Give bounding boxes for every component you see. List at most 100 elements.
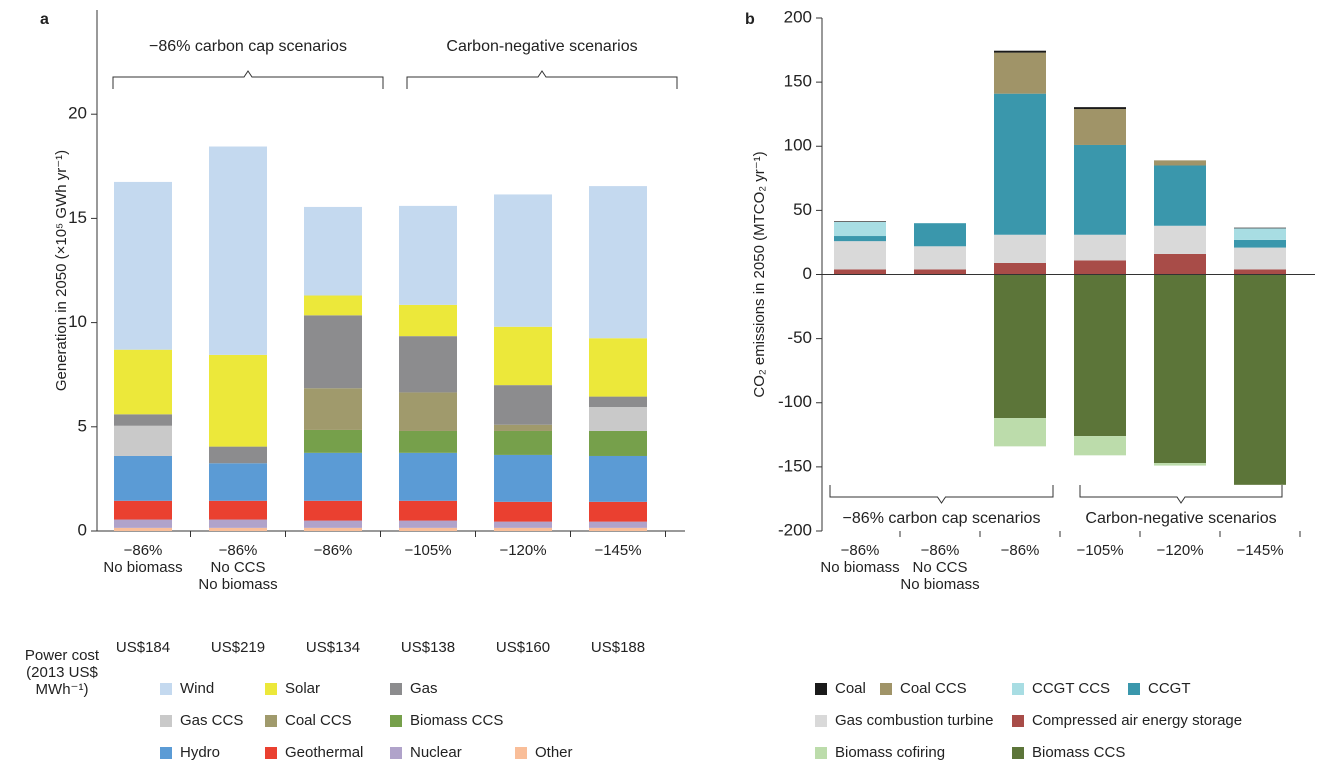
power-cost: US$160 [496,639,550,656]
legend-label: Other [535,744,573,761]
bar-segment [1074,109,1126,145]
bar-segment [399,500,457,521]
bar-segment [994,262,1046,275]
x-tick-label: −105% [1076,542,1123,559]
bar-segment [304,315,362,389]
bar-segment [114,181,172,350]
bar-segment [114,500,172,520]
bar-segment [304,429,362,453]
bar-segment [589,338,647,397]
bracket [112,70,384,89]
bar-segment [1074,436,1126,456]
x-tick-label: −145% [1236,542,1283,559]
bar-segment [914,223,966,247]
bar-segment [494,194,552,327]
bar-segment [589,527,647,531]
power-cost-label: Power cost (2013 US$ MWh⁻¹) [25,647,100,698]
legend-label: Biomass CCS [1032,744,1125,761]
power-cost: US$138 [401,639,455,656]
legend-label: Coal CCS [285,712,352,729]
annotation: Carbon-negative scenarios [446,38,637,55]
y-axis-label: CO₂ emissions in 2050 (MTCO₂ yr⁻¹) [751,151,768,397]
legend-label: Solar [285,680,320,697]
annotation: −86% carbon cap scenarios [149,38,347,55]
x-tick-label: −145% [594,542,641,559]
bar-segment [114,414,172,426]
y-tick-label: 10 [68,312,87,331]
bar-segment [304,500,362,521]
annotation: −86% carbon cap scenarios [843,510,1041,527]
bar-segment [834,221,886,237]
y-tick-label: 200 [784,7,812,26]
bar-segment [304,206,362,296]
bar-segment [589,407,647,431]
bar-segment [399,304,457,337]
legend-swatch [265,683,277,695]
legend-label: CCGT [1148,680,1191,697]
bar-segment [1154,165,1206,226]
bar-segment [1074,260,1126,275]
x-tick-label: −86% No CCS No biomass [900,542,979,593]
bar-segment [399,392,457,431]
x-tick-label: −86% No biomass [820,542,899,576]
power-cost: US$219 [211,639,265,656]
legend-label: CCGT CCS [1032,680,1110,697]
bar-segment [1074,144,1126,235]
bar-segment [589,521,647,528]
bar-segment [399,520,457,528]
bar-segment [1234,269,1286,275]
y-tick-label: -100 [778,392,812,411]
legend-label: Coal [835,680,866,697]
bar-segment [834,269,886,275]
bar-segment [834,236,886,242]
legend-swatch [815,715,827,727]
bar-segment [399,336,457,393]
bar-segment [494,501,552,522]
legend-label: Coal CCS [900,680,967,697]
bracket [829,485,1054,504]
legend-swatch [515,747,527,759]
legend-swatch [390,747,402,759]
bar-segment [114,349,172,415]
legend-swatch [390,715,402,727]
bar-segment [1074,234,1126,261]
bar-segment [399,452,457,501]
bar-segment [994,274,1046,419]
bar-segment [114,455,172,501]
bar-segment [494,430,552,455]
y-tick-label: 0 [78,520,87,539]
y-tick-label: -200 [778,520,812,539]
y-tick-label: 100 [784,136,812,155]
bar-segment [1234,274,1286,485]
bar-segment [209,527,267,531]
x-tick-label: −120% [1156,542,1203,559]
bar-segment [304,527,362,531]
bar-segment [1234,228,1286,240]
bar-segment [209,446,267,464]
legend-label: Gas CCS [180,712,243,729]
y-tick-label: -150 [778,456,812,475]
bar-segment [589,501,647,522]
legend-swatch [880,683,892,695]
bar-segment [494,454,552,502]
bar-segment [914,246,966,270]
x-tick-label: −120% [499,542,546,559]
y-tick-label: 150 [784,72,812,91]
legend-swatch [265,747,277,759]
legend-swatch [390,683,402,695]
bar-segment [914,269,966,275]
legend-swatch [815,747,827,759]
bar-segment [209,519,267,528]
bar-segment [994,52,1046,94]
bar-segment [399,205,457,305]
bar-segment [209,146,267,355]
bar-segment [304,388,362,430]
bar-segment [589,455,647,502]
bar-segment [494,424,552,431]
bar-segment [1154,225,1206,254]
legend-label: Gas [410,680,438,697]
bar-segment [399,527,457,531]
legend-swatch [160,683,172,695]
bar-segment [114,527,172,531]
legend-swatch [160,747,172,759]
